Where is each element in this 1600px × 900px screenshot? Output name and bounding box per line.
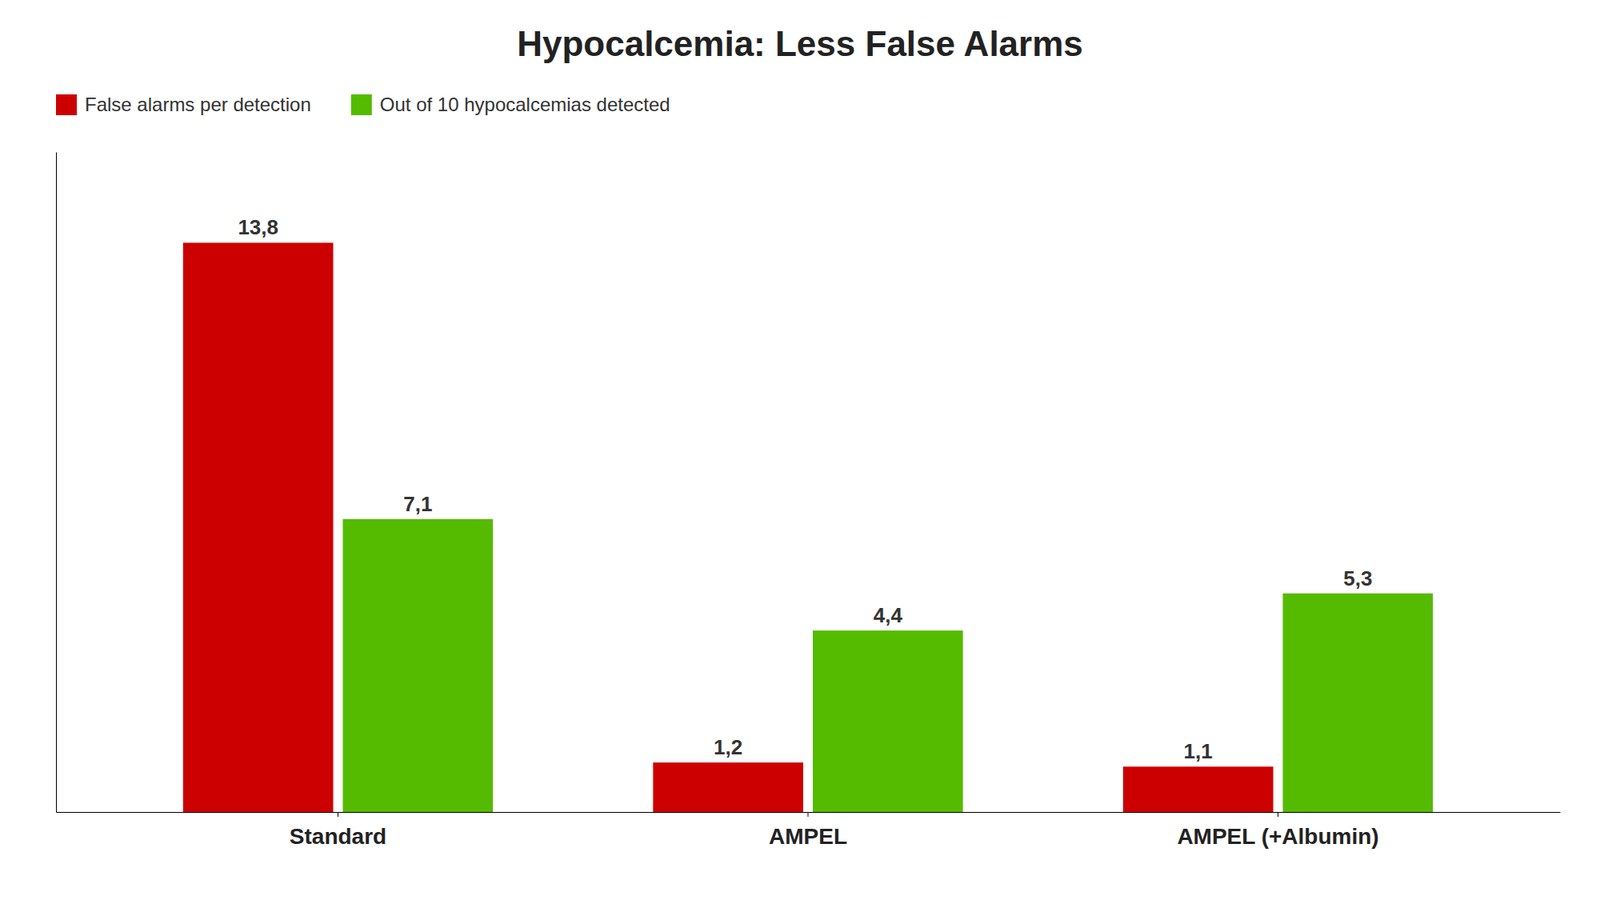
bars [183, 242, 1433, 812]
bar [342, 519, 493, 812]
x-tick: AMPEL (+Albumin) [1176, 812, 1379, 849]
plot-area: Standard AMPEL AMPEL (+Albumin) 13,8 1,2 1,1 7… [56, 152, 1561, 849]
y-axis-line [56, 152, 57, 813]
data-label: 1,1 [1184, 739, 1213, 764]
chart-svg: Hypocalcemia: Less False Alarms Standard A… [0, 0, 1600, 900]
data-label: 13,8 [237, 215, 279, 240]
x-axis: Standard AMPEL AMPEL (+Albumin) [56, 812, 1561, 849]
title: Hypocalcemia: Less False Alarms [516, 24, 1084, 64]
data-label: 1,2 [713, 735, 743, 760]
legend-swatch [351, 94, 372, 116]
data-label: 7,1 [403, 492, 432, 516]
bar [1282, 593, 1433, 812]
x-tick-label: AMPEL [768, 824, 848, 849]
bar [652, 762, 804, 812]
legend-label: Out of 10 hypocalcemias detected [380, 93, 671, 116]
bar [1123, 766, 1274, 812]
x-tick-mark [808, 812, 809, 817]
legend-label: False alarms per detection [84, 93, 312, 116]
x-tick-label: AMPEL (+Albumin) [1176, 824, 1379, 849]
data-labels: 13,8 1,2 1,1 7,1 4,4 5,3 [237, 215, 1372, 764]
data-label: 4,4 [873, 603, 904, 628]
data-label: 5,3 [1343, 566, 1372, 591]
x-tick-label: Standard [289, 824, 387, 849]
x-tick-mark [337, 812, 339, 817]
x-tick: Standard [289, 812, 387, 849]
bar [812, 630, 964, 812]
legend: False alarms per detection Out of 10 hypo… [56, 93, 671, 116]
chart-container: Hypocalcemia: Less False Alarms Standard A… [0, 0, 1600, 900]
legend-item: Out of 10 hypocalcemias detected [351, 93, 671, 116]
legend-item: False alarms per detection [56, 93, 312, 116]
y-axis [56, 152, 57, 813]
x-tick: AMPEL [768, 812, 848, 849]
bar [183, 242, 334, 812]
legend-swatch [56, 94, 77, 116]
x-tick-mark [1277, 812, 1279, 817]
